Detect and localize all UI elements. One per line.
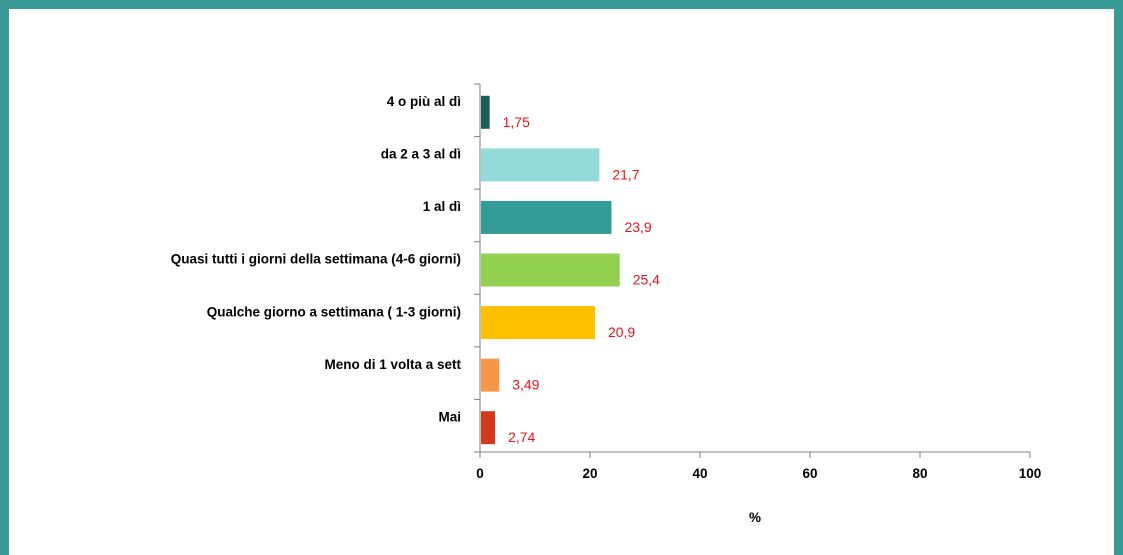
category-label-1: 4 o più al dì <box>387 94 461 109</box>
data-label-4: 25,4 <box>633 272 660 288</box>
data-labels-group: 1,75 21,7 23,9 25,4 20,9 3,49 2,74 <box>503 114 661 445</box>
bar-4 <box>481 253 620 287</box>
bar-6 <box>481 358 500 392</box>
category-label-4: Quasi tutti i giorni della settimana (4-… <box>171 252 461 267</box>
axes-group: 0 20 40 60 80 100 <box>474 83 1042 481</box>
x-tick-label-3: 60 <box>802 466 817 481</box>
x-tick-label-4: 80 <box>912 466 927 481</box>
data-label-6: 3,49 <box>512 377 539 393</box>
bar-2 <box>481 148 600 182</box>
data-label-1: 1,75 <box>503 114 530 130</box>
category-label-3: 1 al dì <box>423 199 461 214</box>
x-tick-label-1: 20 <box>582 466 597 481</box>
bar-5 <box>481 306 595 340</box>
category-label-7: Mai <box>438 409 461 424</box>
category-label-6: Meno di 1 volta a sett <box>324 357 461 372</box>
category-label-2: da 2 a 3 al dì <box>381 147 461 162</box>
x-tick-label-2: 40 <box>692 466 707 481</box>
data-label-3: 23,9 <box>624 219 651 235</box>
data-label-5: 20,9 <box>608 324 635 340</box>
x-axis-title: % <box>749 510 761 525</box>
data-label-7: 2,74 <box>508 429 535 445</box>
category-labels-group: 4 o più al dì da 2 a 3 al dì 1 al dì Quasi … <box>171 94 462 424</box>
category-label-5: Qualche giorno a settimana ( 1-3 giorni) <box>207 304 461 319</box>
bar-1 <box>481 95 490 129</box>
bar-3 <box>481 200 612 234</box>
data-label-2: 21,7 <box>612 166 639 182</box>
bars-group <box>481 95 620 445</box>
bar-7 <box>481 411 496 445</box>
x-tick-label-0: 0 <box>476 466 484 481</box>
x-tick-label-5: 100 <box>1019 466 1042 481</box>
